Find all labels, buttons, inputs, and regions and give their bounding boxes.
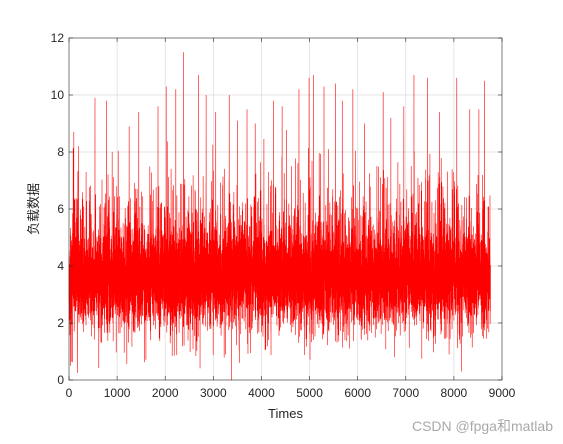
series-path [68,52,491,381]
y-tick-label: 10 [51,88,65,102]
x-tick-label: 9000 [489,386,516,400]
y-tick-label: 0 [57,373,64,387]
y-tick-label: 8 [57,145,64,159]
tick-marks [68,37,503,381]
x-tick-label: 5000 [296,386,323,400]
x-tick-label: 2000 [152,386,179,400]
x-tick-label: 1000 [104,386,131,400]
series-line [68,52,491,381]
y-axis-label-group: 负载数据 [27,183,42,235]
x-tick-label: 8000 [441,386,468,400]
x-tick-label: 6000 [344,386,371,400]
watermark: CSDN @fpga和matlab [411,418,553,434]
x-tick-label: 4000 [248,386,275,400]
x-tick-label: 7000 [392,386,419,400]
y-tick-label: 2 [57,316,64,330]
y-tick-label: 4 [57,259,64,273]
y-tick-labels: 0 2 4 6 8 10 12 [51,31,65,387]
x-tick-label: 3000 [200,386,227,400]
y-tick-label: 6 [57,202,64,216]
x-tick-label: 0 [66,386,73,400]
x-tick-labels: 0 1000 2000 3000 4000 5000 6000 7000 8000 9000 [66,386,516,400]
y-axis-label: 负载数据 [27,183,42,235]
x-axis-label: Times [268,406,303,421]
y-tick-label: 12 [51,31,65,45]
